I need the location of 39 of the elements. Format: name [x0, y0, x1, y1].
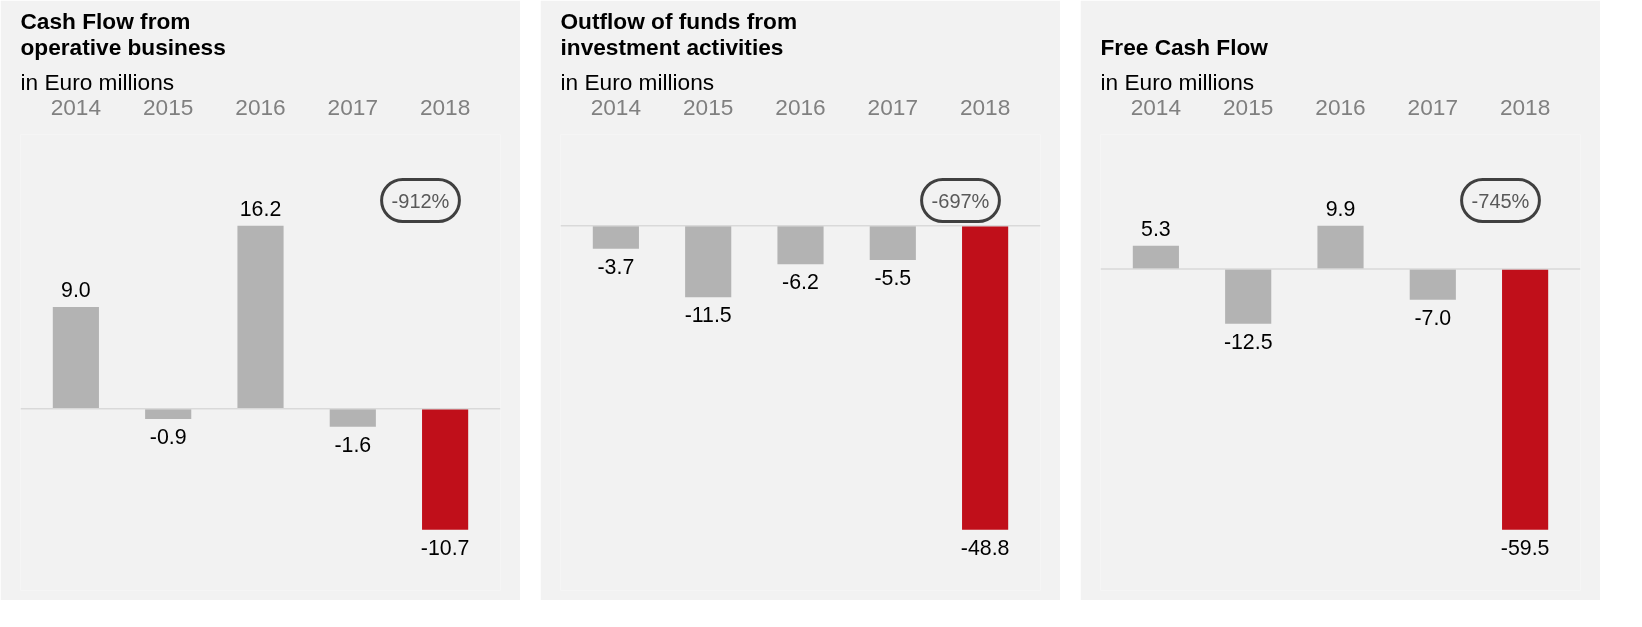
- x-tick-label: 2017: [867, 93, 919, 120]
- data-label: -48.8: [960, 535, 1010, 560]
- data-label: 16.2: [239, 196, 282, 221]
- x-tick-label: 2014: [50, 93, 102, 120]
- text: -912%: [391, 189, 450, 212]
- x-tick-label: 2015: [1222, 93, 1274, 120]
- x-tick-label: 2014: [1130, 93, 1182, 120]
- data-label: 9.0: [61, 278, 91, 303]
- data-label: -0.9: [149, 424, 187, 449]
- x-tick-label: 2016: [775, 93, 826, 120]
- chart-title: Cash Flow from operative business: [20, 7, 226, 60]
- data-label: -7.0: [1414, 305, 1452, 330]
- data-label: -12.5: [1223, 329, 1273, 354]
- x-tick-label: 2016: [235, 93, 286, 120]
- x-tick-label: 2018: [1499, 93, 1551, 120]
- chart-subtitle: in Euro millions: [20, 68, 175, 95]
- x-tick-label: 2018: [959, 93, 1011, 120]
- chart-subtitle: in Euro millions: [1100, 68, 1255, 95]
- x-tick-label: 2017: [327, 93, 379, 120]
- data-label: -10.7: [420, 535, 470, 560]
- x-tick-label: 2018: [419, 93, 471, 120]
- data-label: -6.2: [782, 270, 819, 295]
- data-label: -1.6: [334, 432, 372, 457]
- data-label: 5.3: [1141, 216, 1171, 241]
- x-tick-label: 2014: [590, 93, 642, 120]
- x-tick-label: 2015: [682, 93, 734, 120]
- data-label: -3.7: [597, 254, 635, 279]
- chart-title: Free Cash Flow: [1100, 33, 1269, 60]
- data-label: 9.9: [1325, 196, 1356, 221]
- chart-subtitle: in Euro millions: [560, 68, 715, 95]
- data-label: -59.5: [1500, 535, 1550, 560]
- x-tick-label: 2015: [142, 93, 194, 120]
- chart-title: Outflow of funds from investment activities: [560, 7, 798, 60]
- data-label: -11.5: [684, 303, 732, 328]
- x-tick-label: 2017: [1407, 93, 1459, 120]
- x-tick-label: 2016: [1315, 93, 1366, 120]
- data-label: -5.5: [874, 265, 912, 290]
- text: -745%: [1471, 189, 1530, 212]
- text: -697%: [931, 189, 990, 212]
